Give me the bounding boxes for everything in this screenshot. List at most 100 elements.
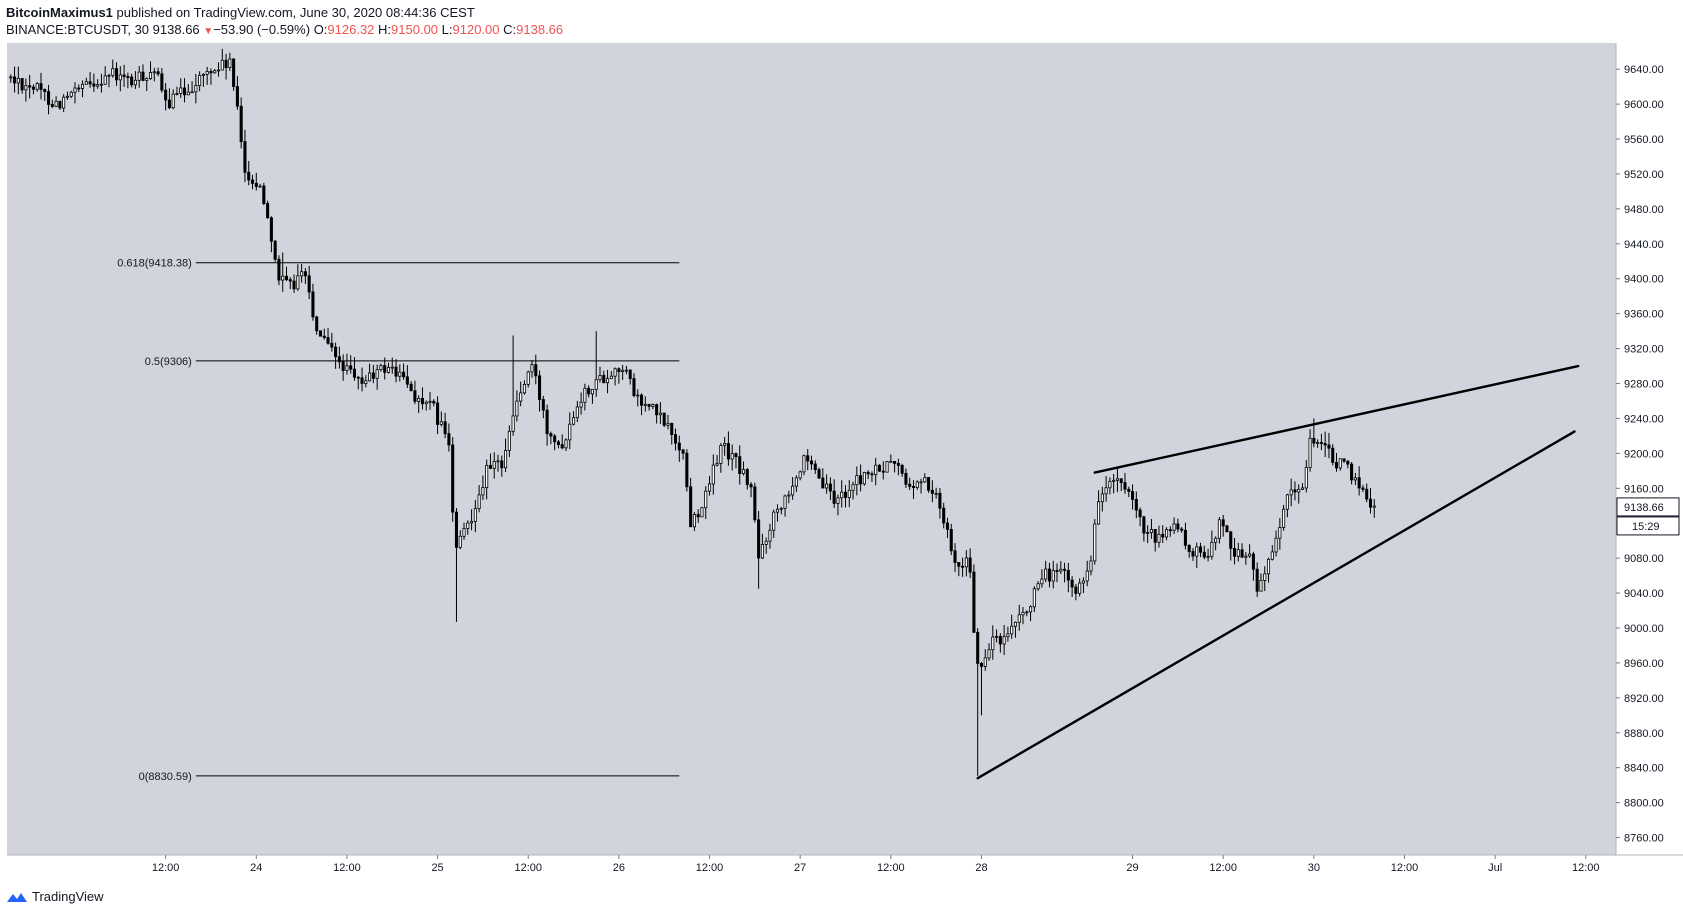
countdown-box (1616, 516, 1680, 536)
x-axis-labels: 12:00 24 12:00 25 12:00 26 12:00 27 12:00 28 29 12:… (152, 855, 1600, 874)
candle-up (836, 497, 840, 504)
candle-up (772, 511, 776, 531)
wedge-support-line[interactable] (976, 430, 1576, 780)
candle-down (254, 182, 258, 187)
candle-up (379, 365, 383, 371)
candle-up (590, 389, 594, 395)
candle-down (821, 477, 825, 489)
candle-down (632, 378, 636, 396)
candle-down (1327, 444, 1331, 449)
plot-background[interactable] (7, 43, 1616, 855)
y-tick-label: 9040.00 (1624, 588, 1664, 600)
candle-down (900, 464, 904, 474)
candle-down (1074, 586, 1078, 594)
last-price-tag: 9138.66 15:29 (1616, 497, 1680, 536)
candle-up (35, 83, 39, 90)
publish-text: published on TradingView.com, June 30, 2… (116, 5, 475, 20)
candle-up (1097, 501, 1101, 525)
candle-down (949, 528, 953, 552)
candle-up (1316, 442, 1320, 444)
y-tick-label: 9480.00 (1624, 204, 1664, 216)
candle-down (1368, 498, 1373, 508)
candle-up (1206, 555, 1210, 558)
candle-up (481, 487, 485, 496)
candle-up (1244, 555, 1248, 558)
publish-info: BitcoinMaximus1 published on TradingView… (6, 5, 475, 21)
candle-down (1161, 533, 1165, 538)
candle-down (292, 280, 296, 290)
y-tick-label: 9080.00 (1624, 553, 1664, 565)
y-tick-label: 8760.00 (1624, 833, 1664, 845)
candle-down (1055, 570, 1059, 572)
candle-down (77, 87, 81, 90)
candle-down (360, 377, 364, 384)
candle-up (345, 365, 349, 371)
candle-up (715, 463, 719, 466)
x-tick-label: 12:00 (877, 862, 905, 874)
price-axis[interactable] (1616, 43, 1683, 855)
candle-up (783, 495, 787, 509)
y-tick-label: 9240.00 (1624, 413, 1664, 425)
candle-down (640, 394, 644, 406)
x-tick-label: 24 (250, 862, 262, 874)
candle-down (436, 402, 440, 425)
candle-up (1044, 568, 1048, 580)
candle-down (957, 562, 961, 567)
candle-up (1372, 505, 1376, 508)
candle-up (1285, 494, 1289, 510)
candle-up (760, 544, 764, 559)
candle-up (145, 78, 149, 81)
y-tick-label: 9000.00 (1624, 623, 1664, 635)
footer-brand-text: TradingView (32, 889, 104, 904)
candle-up (579, 401, 583, 408)
y-tick-label: 9160.00 (1624, 483, 1664, 495)
candle-down (1063, 568, 1067, 571)
candle-up (643, 403, 647, 406)
candle-up (1278, 527, 1282, 539)
x-tick-label: 12:00 (696, 862, 724, 874)
candle-up (1270, 551, 1274, 560)
candle-down (938, 492, 942, 509)
candle-up (148, 72, 153, 80)
candle-down (866, 472, 870, 475)
candle-down (239, 105, 243, 143)
candle-down (911, 486, 916, 488)
candle-up (1089, 560, 1093, 572)
author-name[interactable]: BitcoinMaximus1 (6, 5, 113, 20)
symbol-name[interactable]: BINANCE:BTCUSDT, 30 (6, 22, 150, 37)
candle-down (1047, 568, 1051, 582)
candle-up (1214, 537, 1218, 543)
candle-up (466, 522, 470, 529)
candle-down (500, 460, 504, 469)
candle-down (538, 375, 542, 400)
candle-down (870, 473, 874, 476)
candle-up (609, 375, 613, 380)
candle-up (492, 461, 496, 469)
x-tick-label: 12:00 (1572, 862, 1600, 874)
candle-down (413, 390, 417, 402)
candle-down (326, 337, 330, 344)
x-tick-label: 12:00 (152, 862, 180, 874)
candle-up (651, 404, 655, 407)
wedge-resistance-line[interactable] (1093, 364, 1580, 474)
candle-down (114, 68, 119, 81)
footer-brand[interactable]: TradingView (6, 889, 104, 904)
candle-down (972, 571, 976, 633)
candle-up (704, 490, 708, 509)
candle-down (655, 404, 659, 416)
candle-up (666, 422, 670, 426)
candle-down (50, 104, 54, 107)
candle-up (598, 375, 602, 381)
candle-down (432, 400, 436, 404)
candle-down (141, 71, 145, 81)
time-axis[interactable] (0, 855, 1683, 883)
candle-up (764, 540, 768, 545)
y-tick-label: 9200.00 (1624, 448, 1664, 460)
candle-down (809, 460, 814, 465)
candle-down (443, 421, 447, 435)
candle-up (741, 469, 746, 474)
low-value: 9120.00 (452, 22, 500, 37)
candle-down (673, 434, 678, 444)
candle-down (130, 76, 134, 86)
